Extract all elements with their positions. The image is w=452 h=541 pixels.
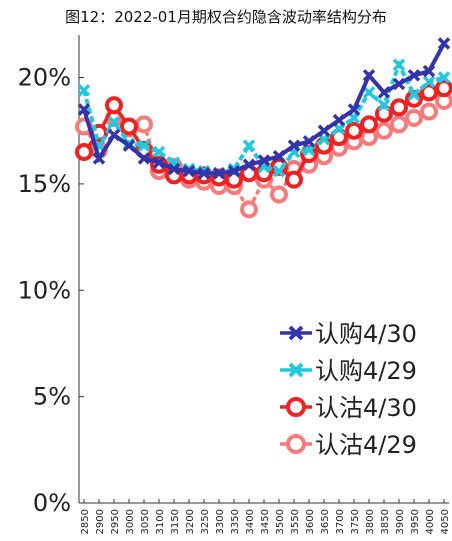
data-point <box>377 98 391 112</box>
x-tick-label: 2900 <box>95 509 106 534</box>
data-point <box>362 69 376 82</box>
x-tick-label: 3000 <box>125 509 136 534</box>
data-point <box>377 86 391 99</box>
data-point <box>317 124 331 137</box>
data-point <box>272 164 286 178</box>
legend-marker <box>288 325 304 341</box>
x-tick-label: 3400 <box>245 509 256 534</box>
data-point <box>345 121 363 140</box>
data-point <box>107 115 121 129</box>
data-point <box>392 77 406 91</box>
data-point <box>422 64 436 78</box>
x-tick-label: 3850 <box>380 509 391 534</box>
data-point <box>107 128 121 142</box>
x-tick-label: 3600 <box>305 509 316 534</box>
data-point <box>332 113 346 127</box>
data-point <box>375 121 393 140</box>
data-point <box>227 164 241 178</box>
data-point <box>285 170 303 189</box>
x-tick-label: 3050 <box>140 509 151 534</box>
x-tick-label: 3200 <box>185 509 196 534</box>
data-point <box>77 103 91 116</box>
data-point <box>420 102 438 121</box>
data-point <box>212 167 226 180</box>
y-tick-label: 10% <box>18 276 71 304</box>
data-point <box>77 84 91 97</box>
data-point <box>422 75 436 89</box>
x-tick-label: 3950 <box>410 509 421 534</box>
legend-label: 认沽4/29 <box>315 431 417 459</box>
x-tick-label: 2850 <box>80 509 91 534</box>
data-point <box>347 103 361 116</box>
data-point <box>390 98 408 117</box>
data-point <box>152 156 166 169</box>
data-point <box>105 96 123 115</box>
data-point <box>92 152 106 165</box>
data-point <box>197 167 211 180</box>
data-point <box>182 164 196 178</box>
data-point <box>137 139 151 152</box>
data-point <box>407 88 421 101</box>
data-point <box>242 139 256 152</box>
data-point <box>240 200 258 219</box>
data-point <box>405 89 423 108</box>
x-tick-label: 3800 <box>365 509 376 534</box>
y-tick-label: 20% <box>18 64 71 92</box>
data-point <box>272 150 286 163</box>
legend-label: 认购4/29 <box>315 357 417 385</box>
x-tick-label: 2950 <box>110 509 121 534</box>
y-tick-label: 15% <box>18 170 71 198</box>
data-point <box>257 154 271 167</box>
x-tick-label: 3450 <box>260 509 271 534</box>
data-point <box>122 139 136 152</box>
data-point <box>287 139 301 152</box>
data-point <box>437 71 451 84</box>
data-point <box>75 143 93 161</box>
data-point <box>167 162 181 176</box>
legend-label: 认沽4/30 <box>315 394 417 422</box>
legend-marker <box>286 397 306 417</box>
x-tick-label: 3700 <box>335 509 346 534</box>
x-tick-label: 3750 <box>350 509 361 534</box>
legend-marker <box>288 362 304 378</box>
data-point <box>135 115 153 134</box>
legend-marker <box>286 434 306 454</box>
data-point <box>390 115 408 134</box>
x-tick-label: 3350 <box>230 509 241 534</box>
data-point <box>302 135 316 148</box>
data-point <box>405 108 423 127</box>
legend: 认购4/30 认购4/29 认沽4/30 认沽4/29 <box>280 320 417 459</box>
data-point <box>392 58 406 72</box>
x-tick-label: 3150 <box>170 509 181 534</box>
x-tick-label: 3650 <box>320 509 331 534</box>
y-tick-label: 0% <box>33 489 71 517</box>
data-point <box>435 79 452 98</box>
data-point <box>270 185 288 204</box>
x-tick-label: 3900 <box>395 509 406 534</box>
data-point <box>152 145 166 159</box>
x-tick-label: 3550 <box>290 509 301 534</box>
data-point <box>420 83 438 102</box>
chart-title: 图12：2022-01月期权合约隐含波动率结构分布 <box>65 8 387 26</box>
data-point <box>362 86 376 99</box>
x-tick-label: 3500 <box>275 509 286 534</box>
x-tick-label: 4050 <box>440 509 451 534</box>
x-tick-label: 3250 <box>200 509 211 534</box>
data-point <box>242 158 256 172</box>
y-tick-label: 5% <box>33 383 71 411</box>
series-3 <box>75 79 452 189</box>
data-point <box>437 37 451 50</box>
x-tick-label: 3100 <box>155 509 166 534</box>
legend-label: 认购4/30 <box>315 320 417 348</box>
data-point <box>137 152 151 165</box>
data-point <box>360 115 378 134</box>
data-point <box>407 69 421 82</box>
x-tick-label: 3300 <box>215 509 226 534</box>
x-tick-label: 4000 <box>425 509 436 534</box>
data-point <box>120 117 138 136</box>
series-1 <box>77 37 451 180</box>
